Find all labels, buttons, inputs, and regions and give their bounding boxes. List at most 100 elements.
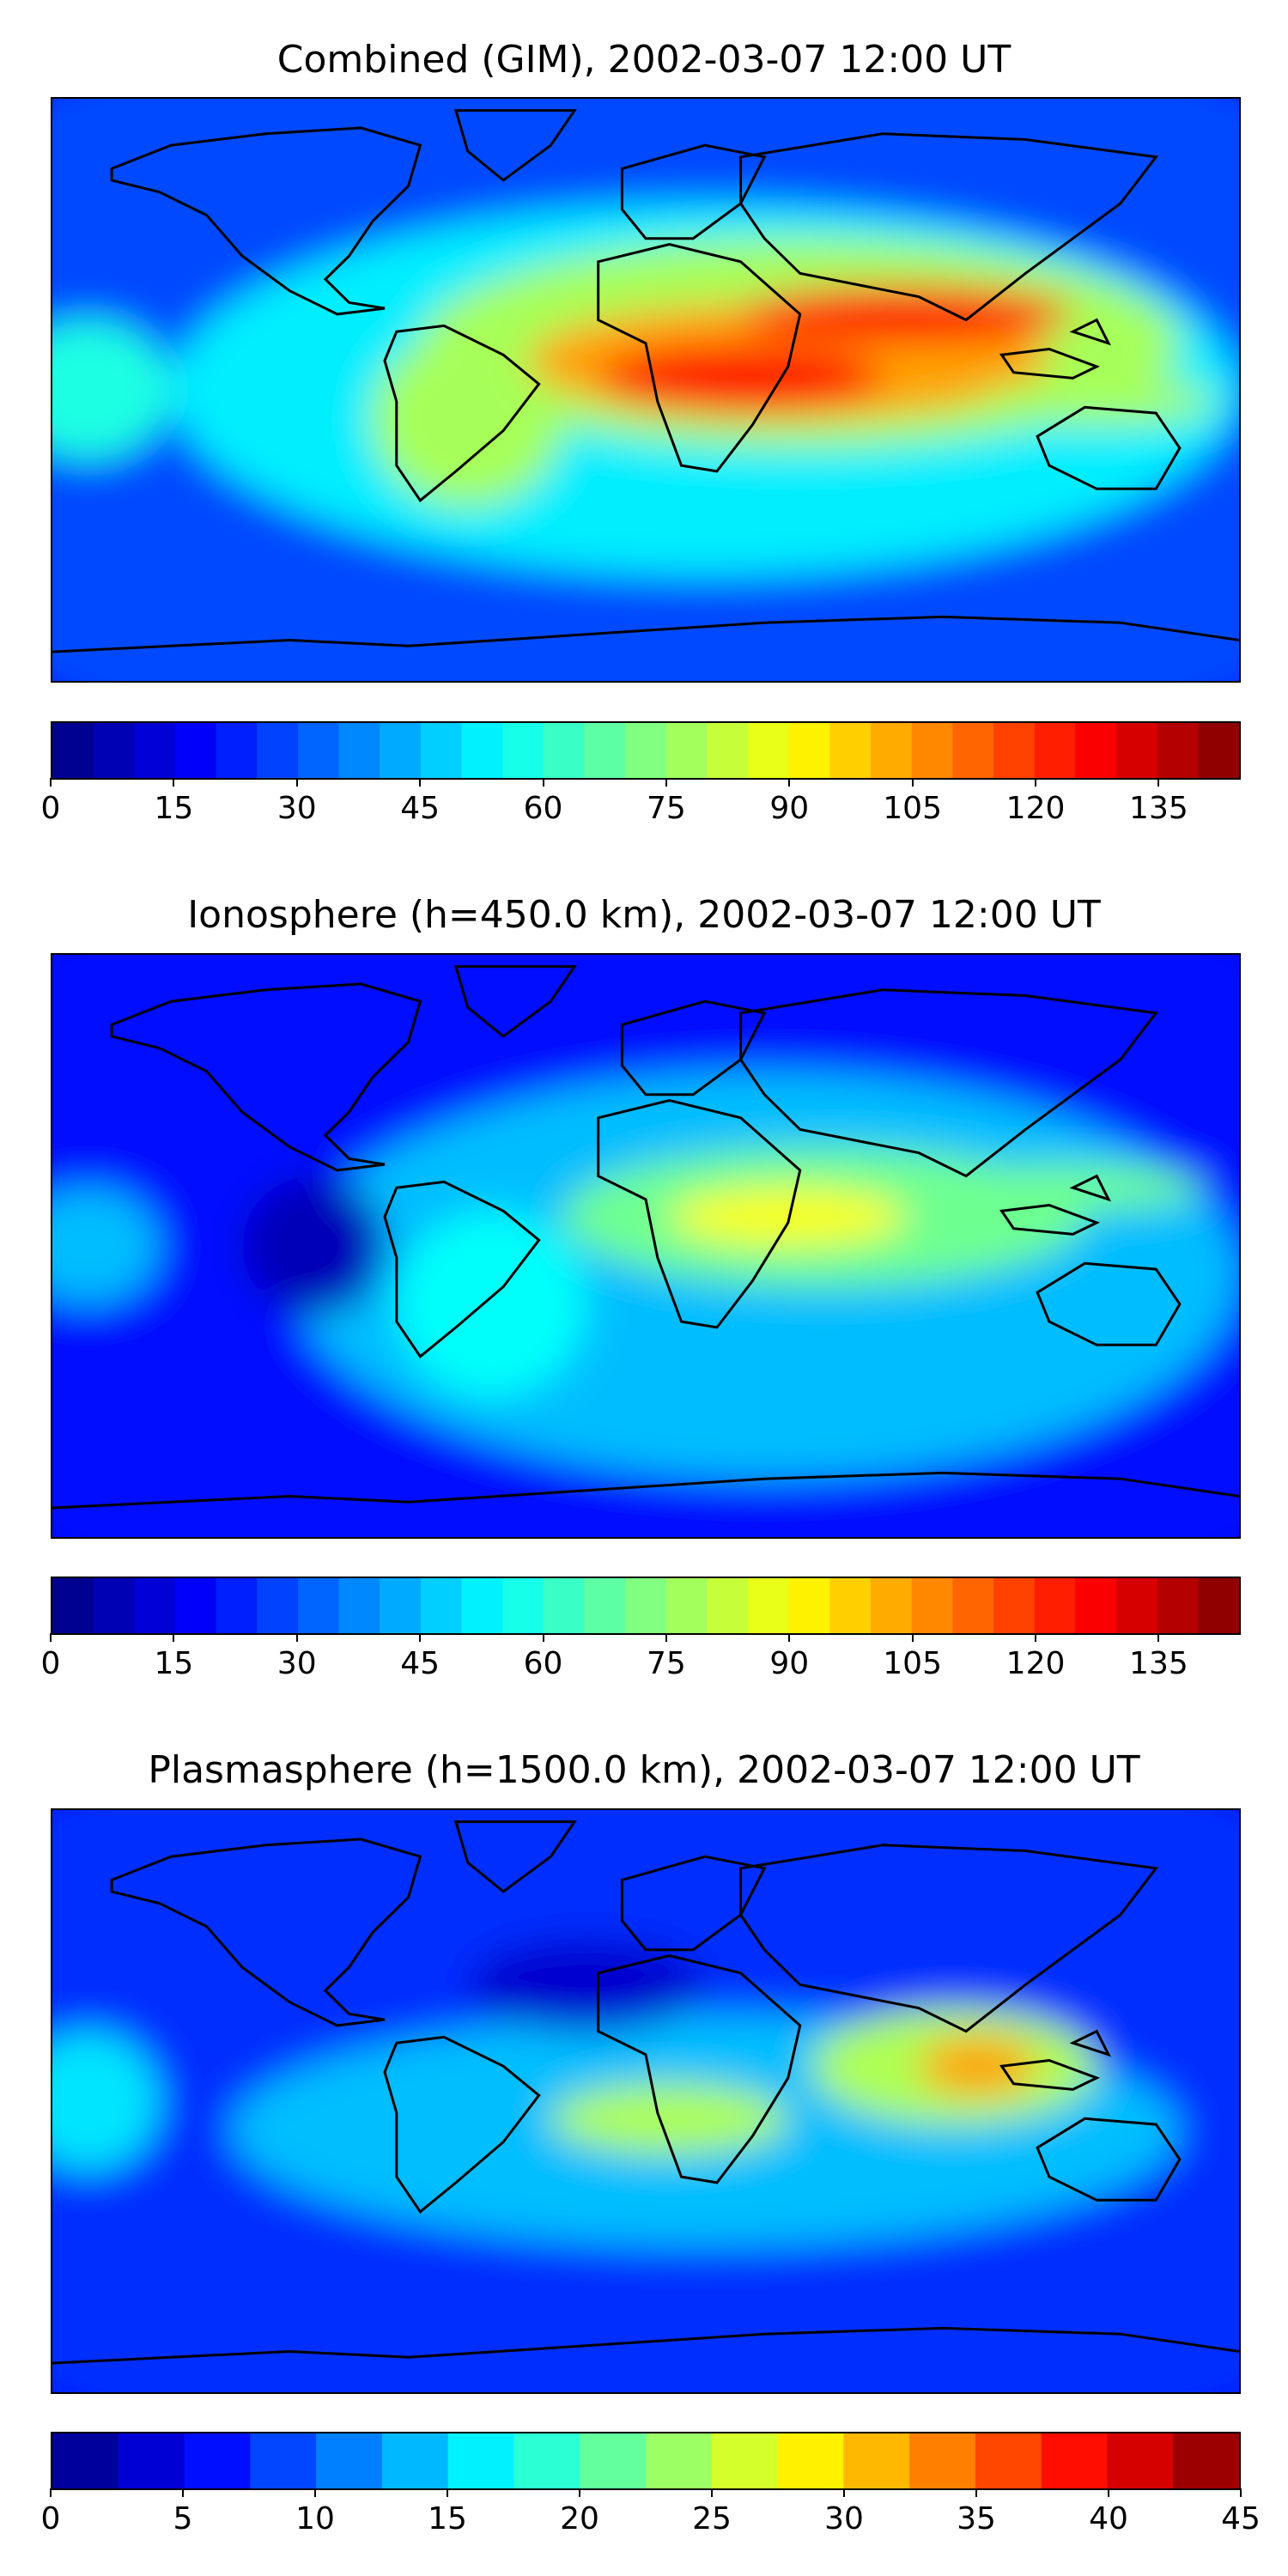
- colorbar-tick-mark: [50, 778, 52, 787]
- colorbar-segment: [174, 1578, 217, 1633]
- colorbar-tick-label: 30: [276, 1646, 317, 1681]
- colorbar-tick-mark: [665, 1633, 667, 1642]
- colorbar-tick-mark: [182, 2488, 184, 2497]
- tec-field: [52, 1810, 1239, 2392]
- colorbar-segment: [584, 1578, 626, 1633]
- colorbar-tick-mark: [788, 778, 791, 787]
- colorbar-segment: [257, 1578, 299, 1633]
- coastline: [52, 1471, 1239, 1510]
- colorbar-ticks: 0 15 30 45 60 75 90 105 120 135: [41, 778, 1241, 829]
- colorbar-segment: [909, 2433, 976, 2488]
- coastline: [383, 1180, 541, 1358]
- colorbar-tick-label: 120: [1005, 791, 1066, 826]
- coastline: [620, 999, 767, 1097]
- colorbar-tick-label: 90: [769, 791, 810, 826]
- colorbar-segment: [665, 723, 708, 778]
- field-contour: [977, 378, 1216, 425]
- coastline: [110, 1838, 422, 2027]
- coastline: [1036, 2117, 1182, 2202]
- colorbar-segment: [118, 2433, 185, 2488]
- coastlines: [52, 965, 1239, 1510]
- map-title: Combined (GIM), 2002-03-07 12:00 UT: [276, 38, 1012, 82]
- colorbar-segment: [257, 723, 299, 778]
- colorbar-tick-label: 25: [692, 2501, 732, 2537]
- field-contour: [373, 331, 563, 507]
- coastline: [739, 1844, 1159, 2033]
- coastline: [597, 242, 802, 473]
- colorbar-segment: [1107, 2433, 1174, 2488]
- colorbar-segment: [174, 723, 217, 778]
- colorbar-tick-mark: [1035, 1633, 1037, 1642]
- field-contour: [52, 319, 172, 460]
- colorbar-segment: [625, 723, 667, 778]
- colorbar-segment: [1157, 723, 1199, 778]
- colorbar-segment: [975, 2433, 1042, 2488]
- colorbar-tick-mark: [295, 778, 298, 787]
- colorbar-segment: [134, 723, 176, 778]
- field-contour: [396, 1211, 586, 1398]
- colorbar-segment: [1198, 723, 1239, 778]
- coastline: [1036, 405, 1182, 490]
- colorbar-segment: [1041, 2433, 1109, 2488]
- colorbar-tick-mark: [419, 778, 422, 787]
- map-title: Plasmasphere (h=1500.0 km), 2002-03-07 1…: [148, 1748, 1140, 1792]
- colorbar-tick-mark: [911, 1633, 914, 1642]
- colorbar-segment: [52, 723, 94, 778]
- colorbar-segment: [829, 723, 872, 778]
- colorbar-tick-label: 105: [883, 791, 942, 826]
- colorbar-ticks: 0 15 30 45 60 75 90 105 120 135: [41, 1633, 1241, 1685]
- coastline: [383, 324, 541, 502]
- colorbar-segment: [184, 2433, 251, 2488]
- colorbar-tick-label: 0: [40, 791, 61, 826]
- field-contour: [52, 2031, 160, 2172]
- colorbar-segment: [952, 1578, 994, 1633]
- colorbar-segment: [297, 1578, 340, 1633]
- colorbar-segment: [502, 723, 544, 778]
- tec-field: [52, 955, 1239, 1537]
- colorbar-segment: [1116, 723, 1158, 778]
- tec-field: [52, 99, 1239, 681]
- colorbar-segment: [993, 1578, 1036, 1633]
- colorbar-segment: [1116, 1578, 1158, 1633]
- colorbar-segment: [420, 1578, 463, 1633]
- coastline: [453, 109, 577, 182]
- colorbar-tick-mark: [975, 2488, 977, 2497]
- field-contour: [52, 1188, 160, 1304]
- colorbar-tick-label: 75: [646, 791, 686, 826]
- colorbar-tick-mark: [173, 778, 175, 787]
- colorbar-segment: [1173, 2433, 1239, 2488]
- colorbar-ticks: 0 5 10 15 20 25 30 35 40 45: [41, 2488, 1261, 2540]
- field-contour: [598, 343, 884, 414]
- colorbar-tick-mark: [1035, 778, 1037, 787]
- colorbar-tick-label: 90: [769, 1646, 810, 1681]
- field-contour: [242, 1176, 385, 1316]
- colorbar-segment: [52, 1578, 94, 1633]
- coastlines: [52, 109, 1239, 653]
- colorbar-segment: [580, 2433, 647, 2488]
- colorbar-tick-label: 20: [560, 2501, 599, 2537]
- coastline: [620, 1855, 767, 1952]
- colorbar-segment: [871, 723, 913, 778]
- colorbar-segment: [134, 1578, 176, 1633]
- colorbar: [51, 2432, 1241, 2490]
- colorbar-tick-mark: [665, 778, 667, 787]
- colorbar-segment: [461, 1578, 503, 1633]
- colorbar-segment: [338, 1578, 380, 1633]
- colorbar-segment: [748, 1578, 790, 1633]
- coastline: [383, 2035, 541, 2214]
- coastline: [1069, 1174, 1111, 1202]
- colorbar-tick-mark: [711, 2488, 713, 2497]
- field-contour: [550, 2083, 788, 2154]
- colorbar-segment: [911, 1578, 954, 1633]
- colorbar-segment: [1198, 1578, 1239, 1633]
- colorbar-segment: [584, 723, 626, 778]
- coastline: [52, 2326, 1239, 2365]
- tec-map: [51, 1808, 1241, 2394]
- colorbar-tick-mark: [314, 2488, 316, 2497]
- coastline: [1069, 2029, 1111, 2057]
- colorbar-tick-mark: [173, 1633, 175, 1642]
- colorbar-tick-label: 45: [400, 791, 440, 826]
- coastline: [110, 126, 422, 316]
- colorbar-tick-label: 0: [40, 1646, 61, 1681]
- colorbar-segment: [93, 1578, 135, 1633]
